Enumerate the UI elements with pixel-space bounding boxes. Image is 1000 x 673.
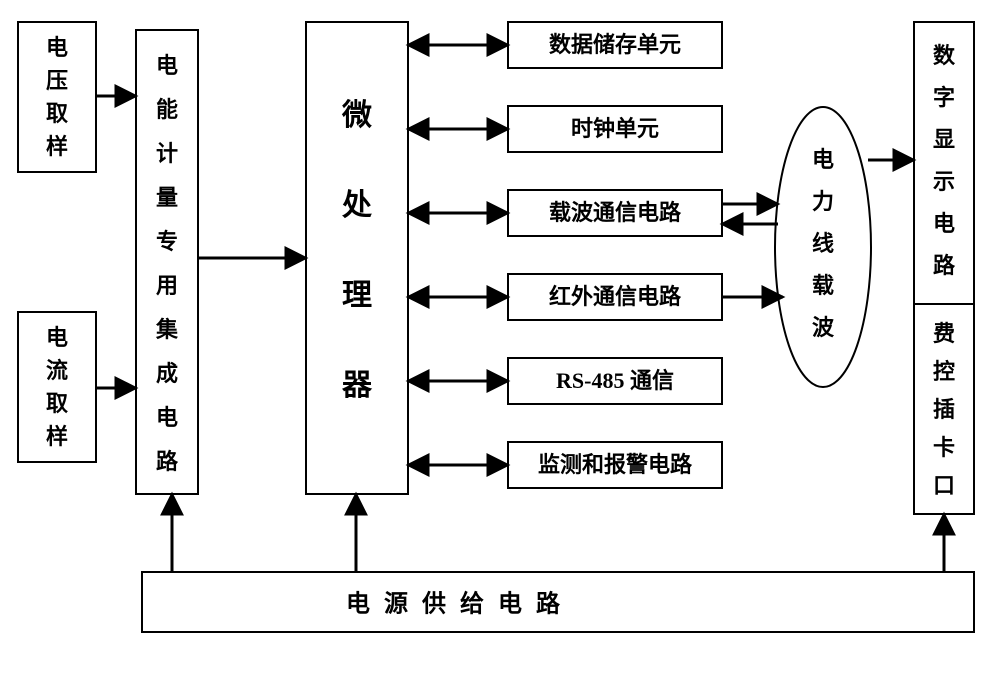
svg-text:数据储存单元: 数据储存单元 <box>549 32 681 57</box>
ir-comm-block: 红外通信电路 <box>508 274 722 320</box>
svg-text:器: 器 <box>341 369 373 402</box>
current-sample-char-2: 流 <box>46 358 68 383</box>
svg-text:插: 插 <box>933 397 955 422</box>
svg-text:量: 量 <box>156 185 178 210</box>
current-sample-char-4: 样 <box>46 424 68 449</box>
svg-text:RS-485 通信: RS-485 通信 <box>556 368 674 393</box>
svg-text:字: 字 <box>933 85 955 110</box>
svg-text:路: 路 <box>933 253 956 278</box>
svg-text:控: 控 <box>933 359 955 384</box>
edges <box>96 45 944 572</box>
svg-text:集: 集 <box>155 317 179 342</box>
svg-text:计: 计 <box>156 141 178 166</box>
svg-text:示: 示 <box>933 169 955 194</box>
svg-text:微: 微 <box>341 99 372 132</box>
svg-text:口: 口 <box>933 473 955 498</box>
voltage-sample-char-2: 压 <box>46 68 68 93</box>
svg-text:红外通信电路: 红外通信电路 <box>549 284 682 309</box>
diagram-canvas: 电 压 取 样 电 流 取 样 电 能 计 量 专 用 集 成 电 路 微 处 … <box>0 0 1000 673</box>
svg-text:时钟单元: 时钟单元 <box>571 116 659 141</box>
svg-text:用: 用 <box>156 273 178 298</box>
svg-text:电: 电 <box>156 53 178 78</box>
svg-text:线: 线 <box>812 231 834 256</box>
svg-text:波: 波 <box>812 315 835 340</box>
svg-text:专: 专 <box>156 229 178 254</box>
voltage-sample-char-1: 电 <box>46 35 68 60</box>
voltage-sample-block: 电 压 取 样 <box>18 22 96 172</box>
svg-text:成: 成 <box>156 361 178 386</box>
voltage-sample-char-3: 取 <box>46 101 68 126</box>
svg-text:费: 费 <box>933 321 955 346</box>
svg-text:载波通信电路: 载波通信电路 <box>549 200 682 225</box>
current-sample-char-1: 电 <box>46 325 68 350</box>
clock-block: 时钟单元 <box>508 106 722 152</box>
svg-text:监测和报警电路: 监测和报警电路 <box>538 452 693 477</box>
svg-text:电源供给电路: 电源供给电路 <box>346 590 574 618</box>
carrier-comm-block: 载波通信电路 <box>508 190 722 236</box>
current-sample-char-3: 取 <box>46 391 68 416</box>
svg-text:理: 理 <box>342 279 372 312</box>
svg-text:电: 电 <box>156 405 178 430</box>
card-slot-block: 费 控 插 卡 口 <box>914 304 974 514</box>
display-block: 数 字 显 示 电 路 <box>914 22 974 304</box>
svg-text:卡: 卡 <box>933 435 955 460</box>
svg-text:电: 电 <box>933 211 955 236</box>
svg-text:处: 处 <box>341 189 372 222</box>
svg-text:能: 能 <box>156 97 178 122</box>
power-block: 电源供给电路 <box>142 572 974 632</box>
svg-text:载: 载 <box>812 273 834 298</box>
svg-text:数: 数 <box>933 43 956 68</box>
svg-text:显: 显 <box>933 127 955 152</box>
svg-text:力: 力 <box>812 189 834 214</box>
plc-ellipse: 电 力 线 载 波 <box>775 107 871 387</box>
storage-block: 数据储存单元 <box>508 22 722 68</box>
svg-text:路: 路 <box>156 449 179 474</box>
monitor-alarm-block: 监测和报警电路 <box>508 442 722 488</box>
metering-ic-block: 电 能 计 量 专 用 集 成 电 路 <box>136 30 198 494</box>
rs485-block: RS-485 通信 <box>508 358 722 404</box>
current-sample-block: 电 流 取 样 <box>18 312 96 462</box>
voltage-sample-char-4: 样 <box>46 134 68 159</box>
svg-text:电: 电 <box>812 147 834 172</box>
mcu-block: 微 处 理 器 <box>306 22 408 494</box>
